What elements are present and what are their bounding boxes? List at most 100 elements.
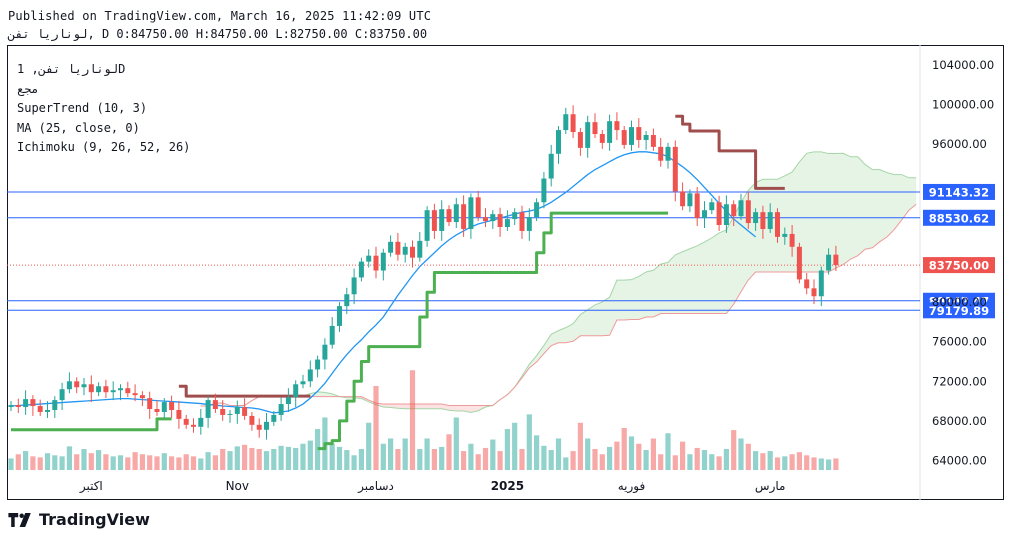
ichimoku-cloud-segment	[894, 174, 902, 230]
volume-bar	[818, 458, 824, 470]
candle-body	[789, 233, 795, 247]
volume-bar	[139, 454, 145, 470]
ichimoku-cloud-segment	[543, 334, 552, 354]
published-caption: Published on TradingView.com, March 16, …	[8, 9, 432, 23]
open-value: 0:84750.00	[116, 27, 189, 41]
candle-body	[731, 204, 737, 217]
candle-body	[621, 130, 627, 145]
volume-bar	[577, 422, 583, 470]
ichimoku-cloud-segment	[602, 297, 610, 336]
volume-bar	[738, 438, 744, 470]
tradingview-logo-icon	[8, 512, 31, 527]
ichimoku-cloud-segment	[631, 276, 639, 320]
candle-body	[380, 252, 386, 271]
candle-body	[88, 384, 94, 393]
time-tick-label: فوريه	[618, 479, 646, 494]
candle-body	[826, 254, 832, 271]
candle-body	[358, 261, 364, 278]
supertrend-line	[11, 417, 172, 432]
candle-body	[395, 241, 401, 255]
candle-body	[132, 393, 138, 396]
candle-body	[59, 389, 65, 401]
last-price-label-bg	[923, 257, 995, 274]
time-tick-label: Nov	[226, 479, 249, 493]
candle-body	[161, 402, 167, 412]
volume-bar	[417, 449, 423, 470]
legend-ma[interactable]: MA (25, close, 0)	[17, 120, 140, 135]
price-tick-label: 96000.00	[932, 137, 987, 151]
volume-bar	[366, 422, 372, 470]
candle-body	[110, 390, 116, 393]
ichimoku-cloud-segment	[580, 309, 588, 336]
candle-body	[307, 369, 313, 382]
symbol-name: لوناريا تفن	[8, 27, 88, 41]
candle-body	[424, 210, 430, 241]
candle-body	[607, 121, 613, 143]
volume-bar	[585, 438, 591, 470]
candle-body	[577, 132, 583, 148]
volume-bar	[125, 457, 131, 470]
legend-symbol: لوناريا تفن, 1D	[17, 62, 126, 76]
candle-body	[592, 122, 598, 135]
ichimoku-cloud-segment	[668, 254, 676, 314]
supertrend-line	[675, 114, 785, 190]
volume-bar	[161, 453, 167, 470]
chart-legend: لوناريا تفن, 1D مجع SuperTrend (10, 3) M…	[17, 60, 190, 158]
volume-bar	[15, 454, 21, 470]
volume-bar	[789, 454, 795, 470]
volume-bar	[570, 451, 576, 470]
candle-body	[446, 209, 452, 223]
candle-body	[468, 197, 474, 229]
candle-body	[183, 418, 189, 425]
candle-body	[541, 178, 547, 203]
volume-bar	[59, 456, 65, 470]
ichimoku-cloud-segment	[711, 232, 720, 314]
price-tick-label: 104000.00	[932, 58, 994, 72]
ichimoku-cloud-segment	[595, 301, 603, 336]
ichimoku-cloud-segment	[762, 179, 771, 273]
volume-bar	[482, 447, 489, 470]
ichimoku-cloud-segment	[573, 314, 581, 342]
candle-body	[497, 214, 503, 227]
time-tick-label: اكتبر	[79, 479, 103, 494]
candle-body	[118, 388, 123, 391]
ichimoku-cloud-segment	[427, 404, 435, 409]
candle-body	[344, 294, 350, 307]
volume-bar	[592, 449, 598, 470]
ichimoku-cloud-segment	[587, 304, 595, 336]
volume-bar	[475, 454, 481, 470]
candle-body	[694, 193, 700, 219]
ichimoku-cloud-segment	[551, 330, 559, 346]
volume-bar	[599, 454, 605, 470]
volume-bar	[745, 443, 751, 470]
volume-bar	[212, 455, 218, 470]
volume-bar	[446, 434, 452, 470]
candle-body	[410, 246, 415, 258]
candle-body	[154, 409, 160, 412]
ichimoku-cloud-segment	[653, 264, 661, 318]
legend-supertrend[interactable]: SuperTrend (10, 3)	[17, 101, 148, 115]
price-tick-label: 100000.00	[932, 97, 994, 111]
volume-bar	[658, 454, 664, 470]
volume-bar	[694, 447, 700, 470]
volume-bar	[607, 446, 613, 470]
price-chart[interactable]: 91143.3288530.6280142.4779179.8983750.00…	[7, 45, 1004, 500]
candle-body	[767, 212, 773, 229]
ichimoku-cloud-segment	[529, 355, 537, 368]
volume-bar	[833, 458, 839, 470]
candle-body	[147, 398, 153, 409]
volume-bar	[555, 438, 562, 470]
candle-body	[804, 279, 810, 289]
volume-bar	[621, 428, 627, 470]
volume-bar	[30, 456, 36, 470]
volume-bar	[826, 459, 832, 470]
tradingview-footer: TradingView	[8, 510, 150, 529]
ohlc-readout: لوناريا تفن, D 0:84750.00 H:84750.00 L:8…	[8, 27, 428, 41]
volume-bar	[767, 451, 773, 470]
volume-bar	[490, 439, 496, 470]
candle-body	[570, 114, 576, 133]
candle-body	[599, 134, 605, 143]
volume-bar	[198, 458, 204, 470]
ichimoku-cloud-segment	[704, 237, 712, 314]
legend-ichimoku[interactable]: Ichimoku (9, 26, 52, 26)	[17, 140, 191, 154]
